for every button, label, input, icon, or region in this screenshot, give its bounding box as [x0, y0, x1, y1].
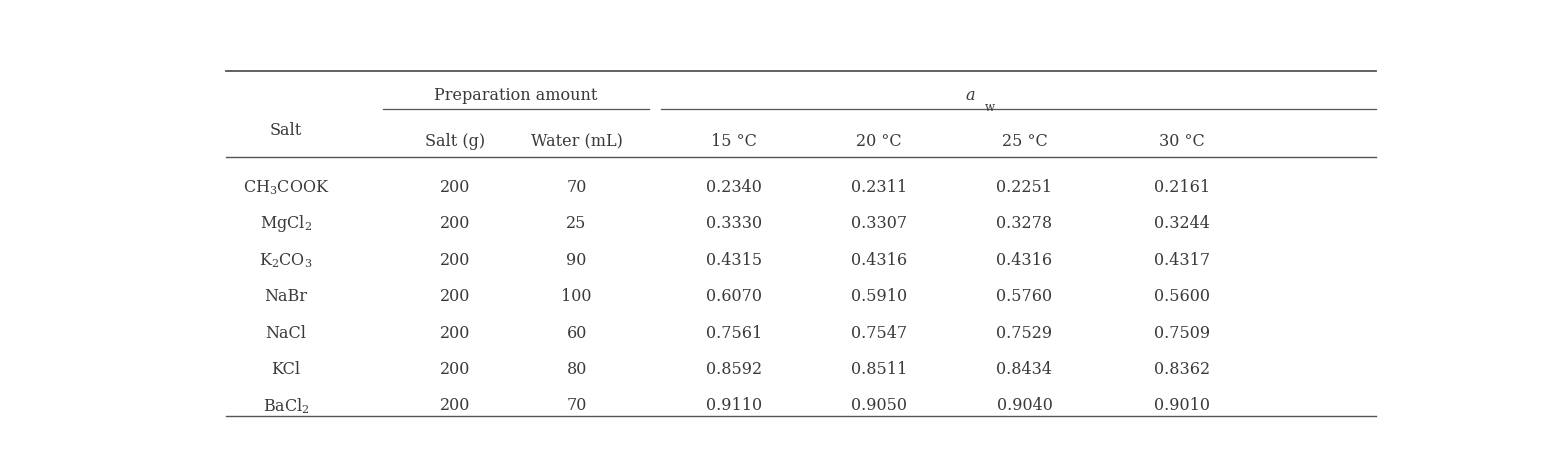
- Text: 90: 90: [567, 251, 587, 268]
- Text: 25: 25: [567, 215, 587, 232]
- Text: 70: 70: [567, 179, 587, 196]
- Text: 25 °C: 25 °C: [1001, 133, 1048, 150]
- Text: 200: 200: [440, 251, 470, 268]
- Text: 0.2311: 0.2311: [851, 179, 908, 196]
- Text: Salt: Salt: [270, 122, 301, 139]
- Text: CH$_3$COOK: CH$_3$COOK: [242, 178, 330, 197]
- Text: 0.9010: 0.9010: [1154, 397, 1211, 414]
- Text: 0.3244: 0.3244: [1154, 215, 1211, 232]
- Text: 0.6070: 0.6070: [706, 288, 762, 305]
- Text: 200: 200: [440, 360, 470, 377]
- Text: KCl: KCl: [272, 360, 300, 377]
- Text: 20 °C: 20 °C: [856, 133, 901, 150]
- Text: 0.8592: 0.8592: [706, 360, 762, 377]
- Text: 200: 200: [440, 215, 470, 232]
- Text: 0.4317: 0.4317: [1154, 251, 1211, 268]
- Text: 200: 200: [440, 179, 470, 196]
- Text: w: w: [984, 101, 995, 114]
- Text: K$_2$CO$_3$: K$_2$CO$_3$: [259, 250, 312, 269]
- Text: 0.8362: 0.8362: [1154, 360, 1211, 377]
- Text: 70: 70: [567, 397, 587, 414]
- Text: 80: 80: [567, 360, 587, 377]
- Text: 0.3278: 0.3278: [997, 215, 1053, 232]
- Text: Water (mL): Water (mL): [531, 133, 623, 150]
- Text: 0.7529: 0.7529: [997, 324, 1053, 341]
- Text: 0.4316: 0.4316: [851, 251, 908, 268]
- Text: BaCl$_2$: BaCl$_2$: [262, 395, 309, 415]
- Text: 0.8511: 0.8511: [851, 360, 908, 377]
- Text: 200: 200: [440, 324, 470, 341]
- Text: 0.3307: 0.3307: [851, 215, 908, 232]
- Text: 0.8434: 0.8434: [997, 360, 1053, 377]
- Text: 0.5600: 0.5600: [1154, 288, 1211, 305]
- Text: NaCl: NaCl: [266, 324, 306, 341]
- Text: 100: 100: [561, 288, 592, 305]
- Text: Salt (g): Salt (g): [425, 133, 486, 150]
- Text: 15 °C: 15 °C: [711, 133, 758, 150]
- Text: 0.2161: 0.2161: [1154, 179, 1211, 196]
- Text: 0.5910: 0.5910: [851, 288, 908, 305]
- Text: Preparation amount: Preparation amount: [434, 87, 598, 104]
- Text: 30 °C: 30 °C: [1159, 133, 1204, 150]
- Text: 0.4315: 0.4315: [706, 251, 762, 268]
- Text: 60: 60: [567, 324, 587, 341]
- Text: 0.5760: 0.5760: [997, 288, 1053, 305]
- Text: 200: 200: [440, 397, 470, 414]
- Text: MgCl$_2$: MgCl$_2$: [259, 213, 312, 234]
- Text: 0.9050: 0.9050: [851, 397, 908, 414]
- Text: 0.7547: 0.7547: [851, 324, 908, 341]
- Text: NaBr: NaBr: [264, 288, 308, 305]
- Text: 0.9040: 0.9040: [997, 397, 1053, 414]
- Text: 0.2251: 0.2251: [997, 179, 1053, 196]
- Text: 0.2340: 0.2340: [706, 179, 762, 196]
- Text: 0.7509: 0.7509: [1154, 324, 1211, 341]
- Text: 0.9110: 0.9110: [706, 397, 762, 414]
- Text: 200: 200: [440, 288, 470, 305]
- Text: 0.4316: 0.4316: [997, 251, 1053, 268]
- Text: 0.3330: 0.3330: [706, 215, 762, 232]
- Text: a: a: [965, 87, 975, 104]
- Text: 0.7561: 0.7561: [706, 324, 762, 341]
